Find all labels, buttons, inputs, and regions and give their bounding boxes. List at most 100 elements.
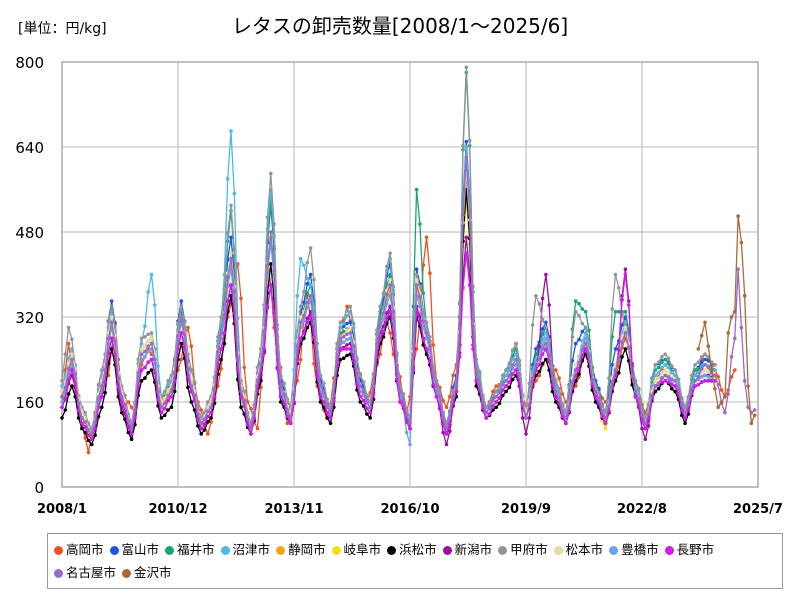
series-8-point <box>146 332 150 337</box>
series-12-point <box>597 396 601 400</box>
series-1-point <box>620 323 624 327</box>
x-tick-label: 2008/1 <box>37 502 87 517</box>
series-12-point <box>146 344 150 349</box>
series-12-point <box>269 230 273 234</box>
series-6-point <box>593 400 598 404</box>
series-6-point <box>80 426 84 431</box>
series-12-point <box>159 405 164 410</box>
series-12-point <box>394 363 399 367</box>
series-2-point <box>660 360 664 365</box>
series-11-point <box>275 367 280 371</box>
series-11-point <box>66 377 71 382</box>
series-12-point <box>375 341 379 346</box>
series-12-point <box>481 401 485 406</box>
series-8-point <box>673 368 677 372</box>
legend-item: 富山市 <box>109 539 159 558</box>
series-6-point <box>510 377 515 382</box>
series-12-point <box>441 416 445 420</box>
series-6-point <box>202 428 207 432</box>
series-11-point <box>229 283 233 287</box>
series-0-point <box>189 344 194 349</box>
series-11-point <box>166 398 170 403</box>
series-12-point <box>96 396 101 400</box>
series-11-point <box>322 400 326 404</box>
series-11-point <box>474 379 479 383</box>
series-6-point <box>159 416 164 420</box>
series-8-point <box>361 380 366 384</box>
series-10-point <box>345 337 349 342</box>
legend-item: 松本市 <box>553 539 603 558</box>
series-0-point <box>83 436 87 440</box>
series-8-point <box>322 381 326 386</box>
series-5-point <box>603 426 608 431</box>
legend-label: 新潟市 <box>454 542 493 557</box>
series-12-point <box>325 404 329 408</box>
series-3-point <box>153 303 157 307</box>
series-12-point <box>182 332 187 337</box>
series-11-point <box>593 394 598 399</box>
legend-marker <box>220 546 230 555</box>
legend-marker <box>122 569 132 578</box>
series-6-point <box>328 421 333 426</box>
series-12-point <box>713 373 717 378</box>
series-3-point <box>656 371 661 375</box>
series-12-point <box>607 404 611 408</box>
series-7-point <box>527 416 532 420</box>
series-12-point <box>242 398 247 403</box>
series-8-point <box>689 373 694 378</box>
legend-marker <box>664 546 674 555</box>
series-12-point <box>232 290 237 294</box>
series-8-point <box>633 379 638 383</box>
series-12-point <box>355 371 359 375</box>
series-12-point <box>345 332 349 337</box>
series-6-point <box>368 416 373 420</box>
series-8-point <box>222 287 227 291</box>
series-12-point <box>680 402 684 407</box>
series-12-point <box>524 416 528 420</box>
series-3-point <box>298 256 303 261</box>
series-11-point <box>361 398 366 403</box>
series-0-point <box>557 376 561 380</box>
series-8-point <box>60 379 64 383</box>
series-6-point <box>550 389 555 394</box>
series-12-point <box>656 381 661 386</box>
series-10-point <box>544 336 548 341</box>
series-12-point <box>703 363 707 367</box>
series-11-point <box>199 426 203 431</box>
series-3-point <box>295 294 300 298</box>
series-12-point <box>461 212 465 217</box>
series-7-point <box>544 272 548 277</box>
series-12-point <box>530 376 535 380</box>
series-12-point <box>371 384 376 388</box>
series-8-point <box>298 304 303 309</box>
series-6-point <box>103 390 107 395</box>
legend-label: 静岡市 <box>288 542 326 557</box>
series-0-point <box>716 375 720 379</box>
series-6-point <box>507 385 512 390</box>
series-6-point <box>90 442 94 447</box>
series-7-point <box>119 405 124 410</box>
series-13-point <box>716 405 720 410</box>
series-8-point <box>162 389 167 394</box>
series-8-point <box>487 401 492 406</box>
series-11-point <box>408 426 412 431</box>
series-12-point <box>421 319 426 323</box>
series-12-point <box>736 267 740 272</box>
series-12-point <box>245 417 250 422</box>
legend-item: 金沢市 <box>122 562 172 581</box>
series-0-point <box>186 325 190 330</box>
y-tick-label: 480 <box>15 224 44 242</box>
series-0-point <box>451 373 455 378</box>
series-2-point <box>414 187 419 192</box>
series-11-point <box>381 329 386 334</box>
series-9-point <box>345 328 349 333</box>
legend: 高岡市 富山市 福井市 沼津市 静岡市 岐阜市 浜松市 新潟市 甲府市 松本市 豊橋市 長野市名古屋市… <box>47 533 783 589</box>
series-8-point <box>219 315 223 319</box>
legend-marker <box>276 546 286 555</box>
series-12-point <box>510 363 515 367</box>
series-8-point <box>282 381 286 386</box>
series-12-point <box>527 402 532 407</box>
series-2-point <box>580 307 585 311</box>
series-0-point <box>719 388 724 392</box>
series-1-point <box>308 272 313 277</box>
